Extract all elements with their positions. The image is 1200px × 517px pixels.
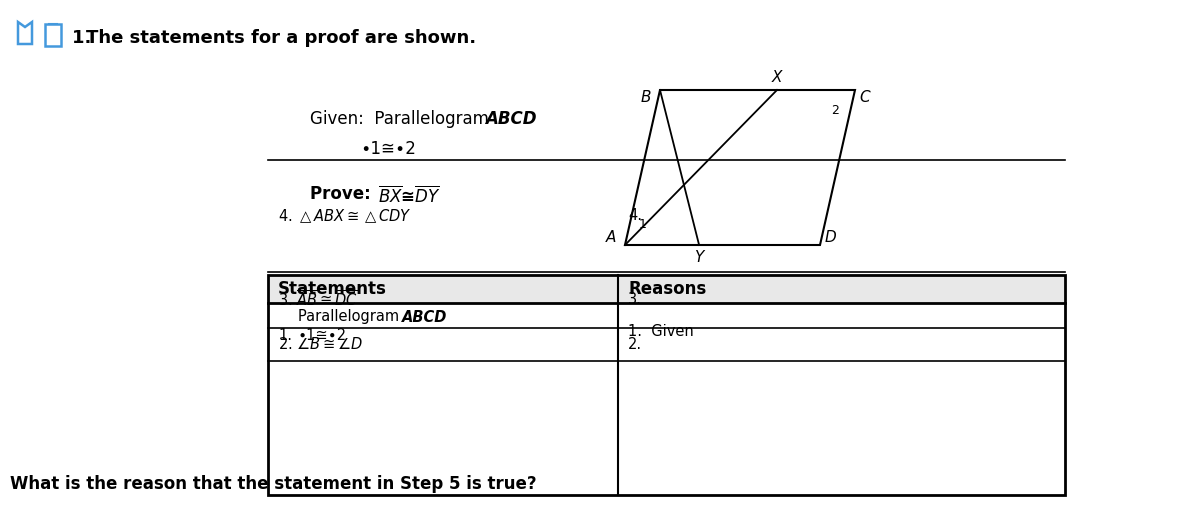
Text: Y: Y xyxy=(695,250,703,265)
Text: A: A xyxy=(606,230,616,245)
Text: 1.  Given: 1. Given xyxy=(628,325,694,340)
Text: D: D xyxy=(824,230,836,245)
Text: Parallelogram: Parallelogram xyxy=(298,310,403,325)
Text: 4. $\triangle ABX\cong\triangle CDY$: 4. $\triangle ABX\cong\triangle CDY$ xyxy=(278,207,412,225)
Text: 1: 1 xyxy=(640,219,647,232)
Text: 3.: 3. xyxy=(628,292,642,307)
Text: 4.: 4. xyxy=(628,208,642,223)
Text: 1.: 1. xyxy=(278,327,292,342)
Bar xyxy=(46,24,61,46)
Text: 2.: 2. xyxy=(628,337,642,352)
Text: ABCD: ABCD xyxy=(402,310,448,325)
Text: Prove:: Prove: xyxy=(310,185,383,203)
Text: 2. $\angle B\cong\angle D$: 2. $\angle B\cong\angle D$ xyxy=(278,336,364,352)
Text: 3. $\overline{AB}\cong\overline{DC}$: 3. $\overline{AB}\cong\overline{DC}$ xyxy=(278,290,358,310)
Text: ∙1≅∙2: ∙1≅∙2 xyxy=(298,327,347,342)
Text: C: C xyxy=(859,90,870,105)
Bar xyxy=(268,275,1066,495)
Text: The statements for a proof are shown.: The statements for a proof are shown. xyxy=(86,29,476,47)
Text: X: X xyxy=(772,70,782,85)
Text: ABCD: ABCD xyxy=(485,110,536,128)
Text: 5. $\overline{BX}\cong\overline{DY}$: 5. $\overline{BX}\cong\overline{DY}$ xyxy=(278,0,358,3)
Text: What is the reason that the statement in Step 5 is true?: What is the reason that the statement in… xyxy=(10,475,536,493)
Text: Given:  Parallelogram: Given: Parallelogram xyxy=(310,110,494,128)
Bar xyxy=(268,275,1066,303)
Text: Statements: Statements xyxy=(278,280,386,298)
Text: $\overline{BX}$≅$\overline{DY}$: $\overline{BX}$≅$\overline{DY}$ xyxy=(378,185,440,206)
Text: 2: 2 xyxy=(832,103,839,116)
Text: ∙1≅∙2: ∙1≅∙2 xyxy=(360,140,416,158)
Text: Reasons: Reasons xyxy=(628,280,707,298)
Text: B: B xyxy=(641,90,652,105)
Text: 1.: 1. xyxy=(72,29,97,47)
